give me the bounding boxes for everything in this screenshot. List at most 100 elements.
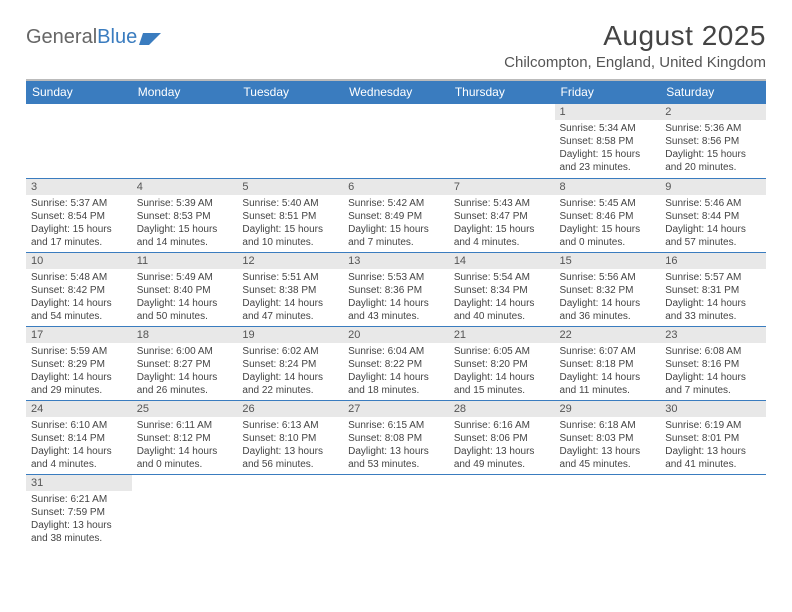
sunrise-text: Sunrise: 6:18 AM [560,419,657,432]
daylight-text: Daylight: 14 hours and 4 minutes. [31,445,128,471]
sunset-text: Sunset: 8:10 PM [242,432,339,445]
sunrise-text: Sunrise: 6:08 AM [665,345,762,358]
daylight-text: Daylight: 14 hours and 33 minutes. [665,297,762,323]
sunset-text: Sunset: 8:51 PM [242,210,339,223]
calendar-day-cell: 19Sunrise: 6:02 AMSunset: 8:24 PMDayligh… [237,326,343,400]
sunrise-text: Sunrise: 5:34 AM [560,122,657,135]
calendar-day-cell: 10Sunrise: 5:48 AMSunset: 8:42 PMDayligh… [26,252,132,326]
daylight-text: Daylight: 14 hours and 0 minutes. [137,445,234,471]
calendar-body: ..........1Sunrise: 5:34 AMSunset: 8:58 … [26,104,766,548]
sunrise-text: Sunrise: 5:57 AM [665,271,762,284]
day-number: 16 [660,253,766,269]
calendar-head: Sunday Monday Tuesday Wednesday Thursday… [26,81,766,104]
daylight-text: Daylight: 15 hours and 20 minutes. [665,148,762,174]
sunset-text: Sunset: 8:42 PM [31,284,128,297]
day-details: Sunrise: 6:00 AMSunset: 8:27 PMDaylight:… [132,343,238,400]
calendar-page: GeneralBlue August 2025 Chilcompton, Eng… [0,0,792,558]
sunrise-text: Sunrise: 5:45 AM [560,197,657,210]
sunrise-text: Sunrise: 5:36 AM [665,122,762,135]
day-details: Sunrise: 5:40 AMSunset: 8:51 PMDaylight:… [237,195,343,252]
calendar-day-cell: 4Sunrise: 5:39 AMSunset: 8:53 PMDaylight… [132,178,238,252]
day-details: Sunrise: 5:46 AMSunset: 8:44 PMDaylight:… [660,195,766,252]
calendar-day-cell: 22Sunrise: 6:07 AMSunset: 8:18 PMDayligh… [555,326,661,400]
sunset-text: Sunset: 8:06 PM [454,432,551,445]
day-number: 8 [555,179,661,195]
daylight-text: Daylight: 13 hours and 49 minutes. [454,445,551,471]
day-details: Sunrise: 5:51 AMSunset: 8:38 PMDaylight:… [237,269,343,326]
day-details: Sunrise: 5:57 AMSunset: 8:31 PMDaylight:… [660,269,766,326]
sunrise-text: Sunrise: 6:13 AM [242,419,339,432]
daylight-text: Daylight: 15 hours and 4 minutes. [454,223,551,249]
daylight-text: Daylight: 14 hours and 47 minutes. [242,297,339,323]
sunset-text: Sunset: 8:44 PM [665,210,762,223]
day-number: 26 [237,401,343,417]
day-number: 27 [343,401,449,417]
daylight-text: Daylight: 15 hours and 0 minutes. [560,223,657,249]
calendar-day-cell: .. [132,474,238,548]
sunset-text: Sunset: 8:18 PM [560,358,657,371]
day-details: Sunrise: 5:36 AMSunset: 8:56 PMDaylight:… [660,120,766,177]
sunset-text: Sunset: 8:20 PM [454,358,551,371]
calendar-day-cell: .. [660,474,766,548]
daylight-text: Daylight: 15 hours and 23 minutes. [560,148,657,174]
day-number: 19 [237,327,343,343]
day-details: Sunrise: 6:21 AMSunset: 7:59 PMDaylight:… [26,491,132,548]
location-label: Chilcompton, England, United Kingdom [504,54,766,71]
calendar-day-cell: 26Sunrise: 6:13 AMSunset: 8:10 PMDayligh… [237,400,343,474]
sunset-text: Sunset: 8:14 PM [31,432,128,445]
calendar-day-cell: 30Sunrise: 6:19 AMSunset: 8:01 PMDayligh… [660,400,766,474]
sunrise-text: Sunrise: 5:54 AM [454,271,551,284]
calendar-day-cell: 18Sunrise: 6:00 AMSunset: 8:27 PMDayligh… [132,326,238,400]
calendar-day-cell: .. [237,474,343,548]
day-details: Sunrise: 5:45 AMSunset: 8:46 PMDaylight:… [555,195,661,252]
day-details: Sunrise: 6:16 AMSunset: 8:06 PMDaylight:… [449,417,555,474]
day-header: Tuesday [237,81,343,104]
calendar-day-cell: .. [449,104,555,178]
sunrise-text: Sunrise: 6:15 AM [348,419,445,432]
day-header: Saturday [660,81,766,104]
day-number: 5 [237,179,343,195]
calendar-day-cell: .. [26,104,132,178]
calendar-day-cell: 24Sunrise: 6:10 AMSunset: 8:14 PMDayligh… [26,400,132,474]
sunset-text: Sunset: 8:49 PM [348,210,445,223]
day-details: Sunrise: 5:48 AMSunset: 8:42 PMDaylight:… [26,269,132,326]
sunset-text: Sunset: 8:47 PM [454,210,551,223]
daylight-text: Daylight: 15 hours and 14 minutes. [137,223,234,249]
calendar-day-cell: 20Sunrise: 6:04 AMSunset: 8:22 PMDayligh… [343,326,449,400]
daylight-text: Daylight: 14 hours and 7 minutes. [665,371,762,397]
calendar-day-cell: 7Sunrise: 5:43 AMSunset: 8:47 PMDaylight… [449,178,555,252]
sunrise-text: Sunrise: 6:21 AM [31,493,128,506]
sunrise-text: Sunrise: 5:43 AM [454,197,551,210]
calendar-day-cell: 8Sunrise: 5:45 AMSunset: 8:46 PMDaylight… [555,178,661,252]
day-details: Sunrise: 6:15 AMSunset: 8:08 PMDaylight:… [343,417,449,474]
sunrise-text: Sunrise: 5:48 AM [31,271,128,284]
day-details: Sunrise: 5:39 AMSunset: 8:53 PMDaylight:… [132,195,238,252]
sunset-text: Sunset: 8:01 PM [665,432,762,445]
calendar-day-cell: 9Sunrise: 5:46 AMSunset: 8:44 PMDaylight… [660,178,766,252]
day-details: Sunrise: 5:43 AMSunset: 8:47 PMDaylight:… [449,195,555,252]
day-number: 20 [343,327,449,343]
calendar-day-cell: 5Sunrise: 5:40 AMSunset: 8:51 PMDaylight… [237,178,343,252]
sunset-text: Sunset: 8:08 PM [348,432,445,445]
calendar-week-row: 31Sunrise: 6:21 AMSunset: 7:59 PMDayligh… [26,474,766,548]
page-header: GeneralBlue August 2025 Chilcompton, Eng… [26,20,766,71]
daylight-text: Daylight: 15 hours and 7 minutes. [348,223,445,249]
day-details: Sunrise: 5:37 AMSunset: 8:54 PMDaylight:… [26,195,132,252]
sunset-text: Sunset: 8:46 PM [560,210,657,223]
daylight-text: Daylight: 13 hours and 41 minutes. [665,445,762,471]
day-number: 21 [449,327,555,343]
calendar-day-cell: 27Sunrise: 6:15 AMSunset: 8:08 PMDayligh… [343,400,449,474]
calendar-day-cell: 23Sunrise: 6:08 AMSunset: 8:16 PMDayligh… [660,326,766,400]
calendar-day-cell: 11Sunrise: 5:49 AMSunset: 8:40 PMDayligh… [132,252,238,326]
day-details: Sunrise: 6:10 AMSunset: 8:14 PMDaylight:… [26,417,132,474]
title-block: August 2025 Chilcompton, England, United… [504,20,766,71]
day-header: Monday [132,81,238,104]
sunrise-text: Sunrise: 5:51 AM [242,271,339,284]
daylight-text: Daylight: 13 hours and 45 minutes. [560,445,657,471]
day-number: 6 [343,179,449,195]
day-number: 11 [132,253,238,269]
calendar-day-cell: 12Sunrise: 5:51 AMSunset: 8:38 PMDayligh… [237,252,343,326]
sunrise-text: Sunrise: 5:53 AM [348,271,445,284]
sunrise-text: Sunrise: 6:04 AM [348,345,445,358]
calendar-day-cell: .. [237,104,343,178]
